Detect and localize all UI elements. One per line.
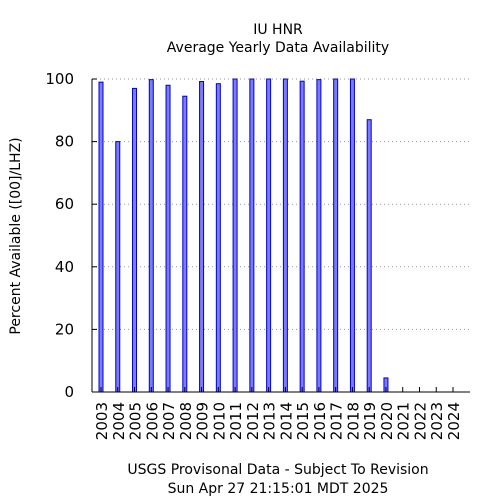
bar-2005 [132,87,138,393]
bars [98,78,389,393]
x-tick-label: 2003 [93,402,111,440]
bar-2017 [333,78,339,393]
grid [92,78,470,330]
y-tick-label: 0 [64,383,74,401]
x-tick-label: 2016 [311,402,329,440]
bar-2019 [366,119,372,393]
x-tick-label: 2022 [411,402,429,440]
bar-2004 [115,141,121,393]
y-axis-ticks: 0 20 40 60 80 100 [45,70,97,401]
x-tick-label: 2023 [428,402,446,440]
x-tick-label: 2021 [395,402,413,440]
bar-2008 [182,95,188,393]
chart-title: IU HNR [253,22,303,38]
x-tick-label: 2008 [177,402,195,440]
bar-2016 [316,79,322,393]
x-tick-label: 2015 [294,402,312,440]
x-tick-label: 2007 [160,402,178,440]
x-tick-label: 2004 [110,402,128,440]
y-tick-label: 80 [55,133,74,151]
bar-2010 [215,83,221,393]
bar-2012 [249,78,255,393]
bar-2009 [199,81,205,393]
x-tick-label: 2019 [361,402,379,440]
timestamp: Sun Apr 27 21:15:01 MDT 2025 [168,481,389,497]
bar-2006 [148,79,154,393]
bar-2014 [282,78,288,393]
x-tick-label: 2014 [277,402,295,440]
y-tick-label: 100 [45,70,74,88]
x-axis-label: USGS Provisonal Data - Subject To Revisi… [127,462,428,478]
x-tick-label: 2011 [227,402,245,440]
x-tick-label: 2005 [127,402,145,440]
x-tick-label: 2024 [445,402,463,440]
y-axis-label: Percent Available ([00]/LHZ) [8,137,24,334]
x-tick-label: 2020 [378,402,396,440]
bar-2011 [232,78,238,393]
bar-2018 [349,78,355,393]
x-tick-label: 2018 [344,402,362,440]
x-tick-label: 2006 [143,402,161,440]
chart-subtitle: Average Yearly Data Availability [167,40,389,56]
x-tick-label: 2009 [194,402,212,440]
y-tick-label: 60 [55,195,74,213]
y-tick-label: 40 [55,258,74,276]
bar-2007 [165,84,171,393]
x-axis-ticks: 2003200420052006200720082009201020112012… [93,387,463,440]
y-tick-label: 20 [55,320,74,338]
x-tick-label: 2013 [261,402,279,440]
x-tick-label: 2012 [244,402,262,440]
bar-2003 [98,81,104,393]
bar-2015 [299,80,305,393]
bar-2013 [266,78,272,393]
x-tick-label: 2017 [328,402,346,440]
x-tick-label: 2010 [210,402,228,440]
